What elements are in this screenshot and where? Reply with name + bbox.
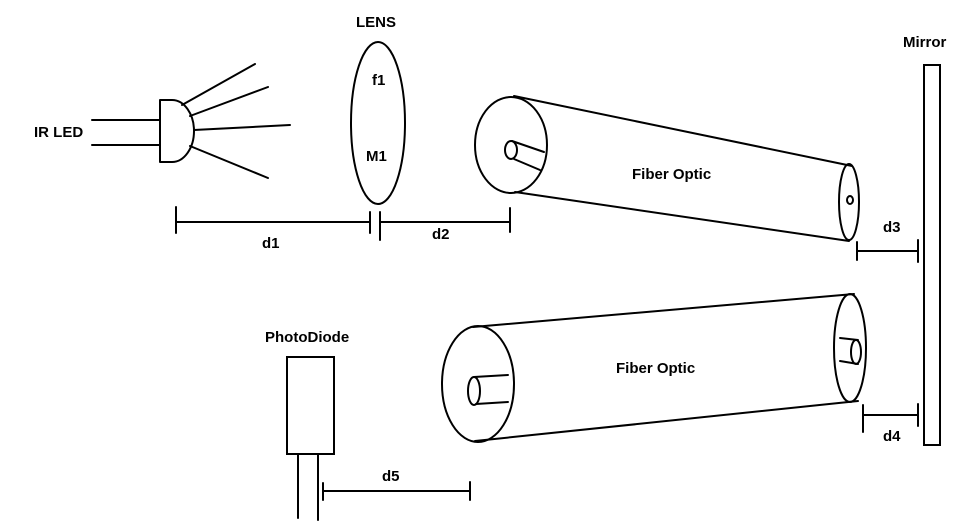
d5-label: d5 xyxy=(382,468,400,485)
lens-label: LENS xyxy=(356,14,396,31)
fiber-top-core xyxy=(504,140,518,160)
ir-led xyxy=(91,63,291,179)
fiber-bottom-label: Fiber Optic xyxy=(616,360,695,377)
d1-label: d1 xyxy=(262,235,280,252)
fiber-bottom-far-end xyxy=(833,293,867,403)
led-body xyxy=(159,99,195,163)
dimension-d1 xyxy=(175,206,371,234)
dimension-d4 xyxy=(862,403,919,433)
dimension-d5 xyxy=(322,481,471,501)
fiber-top-label: Fiber Optic xyxy=(632,166,711,183)
lens xyxy=(350,41,406,205)
fiber-bottom-near-end xyxy=(441,325,515,443)
dimension-d2 xyxy=(379,207,511,241)
fiber-top-far-core xyxy=(846,195,854,205)
led-ray-2 xyxy=(189,86,269,117)
photodiode-label: PhotoDiode xyxy=(265,329,349,346)
lens-f1-label: f1 xyxy=(372,72,385,89)
dimension-d3 xyxy=(856,239,919,263)
photodiode xyxy=(286,356,335,521)
mirror xyxy=(923,64,941,446)
led-ray-1 xyxy=(181,63,256,106)
d4-label: d4 xyxy=(883,428,901,445)
fiber-optic-top xyxy=(474,95,860,242)
d2-label: d2 xyxy=(432,226,450,243)
led-ray-3 xyxy=(193,124,291,131)
fiber-bottom-core xyxy=(467,376,481,406)
photodiode-body xyxy=(286,356,335,455)
mirror-label: Mirror xyxy=(903,34,947,51)
fiber-optic-bottom xyxy=(441,293,867,443)
fiber-top-far-end xyxy=(838,163,860,241)
d3-label: d3 xyxy=(883,219,901,236)
lens-m1-label: M1 xyxy=(366,148,387,165)
ir-led-label: IR LED xyxy=(34,124,83,141)
led-ray-4 xyxy=(189,145,269,179)
fiber-bottom-far-core xyxy=(850,339,862,365)
fiber-top-near-end xyxy=(474,96,548,194)
